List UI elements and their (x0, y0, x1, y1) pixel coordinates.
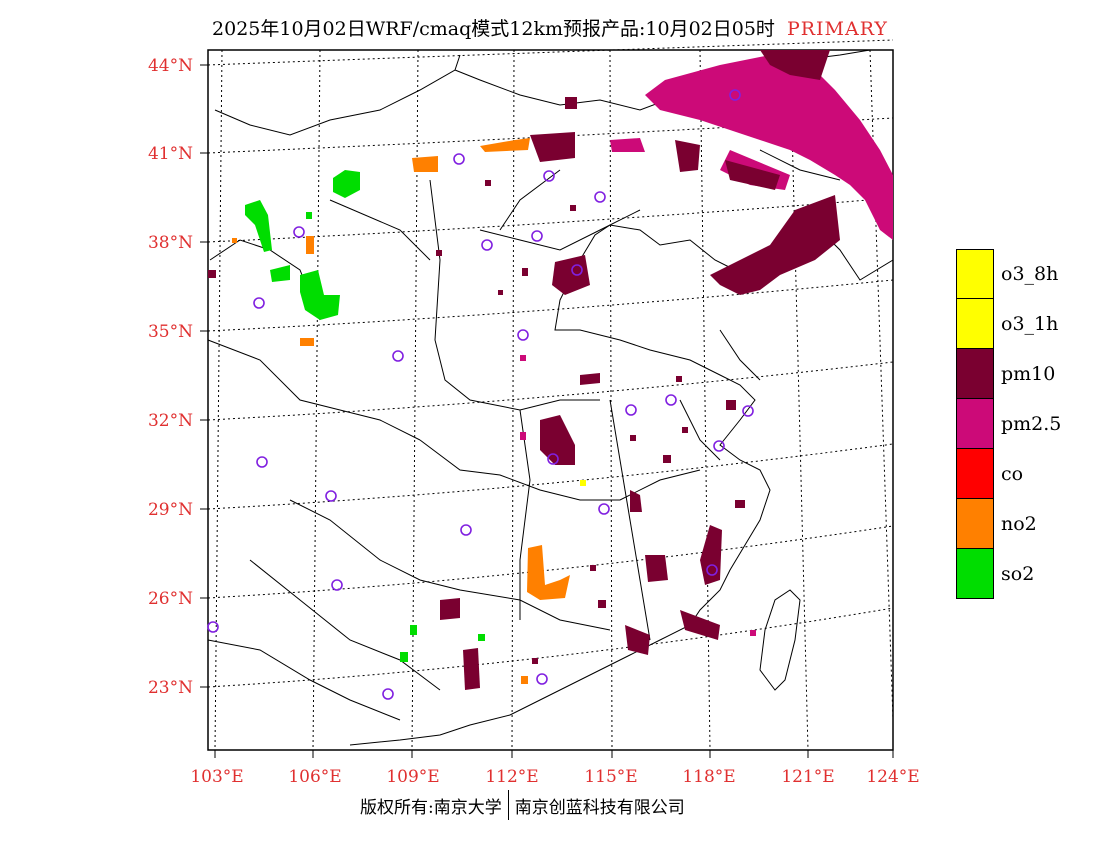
legend-item-no2: no2 (956, 499, 1061, 549)
lat-label-38: 38°N (148, 233, 193, 253)
pollution-cells (208, 50, 893, 690)
legend-label: o3_8h (1001, 263, 1059, 285)
legend-label: no2 (1001, 513, 1037, 535)
lon-label-109: 109°E (386, 767, 439, 787)
lon-axis: 103°E 106°E 109°E 112°E 115°E 118°E 121°… (190, 750, 920, 787)
lon-label-121: 121°E (781, 767, 834, 787)
legend-swatch (956, 549, 994, 599)
legend-swatch (956, 299, 994, 349)
copyright-left: 版权所有:南京大学 (360, 797, 502, 818)
title-tag-primary: PRIMARY (786, 18, 888, 40)
lon-label-106: 106°E (288, 767, 341, 787)
pollutant-legend: o3_8h o3_1h pm10 pm2.5 co no2 so2 (956, 249, 1061, 599)
legend-label: pm10 (1001, 363, 1056, 385)
lat-label-44: 44°N (148, 56, 193, 76)
legend-item-pm10: pm10 (956, 349, 1061, 399)
legend-swatch (956, 449, 994, 499)
lat-label-26: 26°N (148, 589, 193, 609)
lat-label-35: 35°N (148, 322, 193, 342)
copyright-right: 南京创蓝科技有限公司 (514, 797, 685, 818)
legend-item-o3-1h: o3_1h (956, 299, 1061, 349)
legend-swatch (956, 249, 994, 299)
legend-item-so2: so2 (956, 549, 1061, 599)
legend-label: pm2.5 (1001, 413, 1062, 435)
legend-swatch (956, 349, 994, 399)
copyright-footer: 版权所有:南京大学 南京创蓝科技有限公司 (360, 790, 685, 820)
title-text: 2025年10月02日WRF/cmaq模式12km预报产品:10月02日05时 (212, 18, 775, 40)
legend-swatch (956, 399, 994, 449)
footer-divider (507, 790, 509, 820)
legend-item-o3-8h: o3_8h (956, 249, 1061, 299)
legend-item-pm2-5: pm2.5 (956, 399, 1061, 449)
station-markers (207, 89, 754, 700)
lat-label-23: 23°N (148, 678, 193, 698)
lon-label-124: 124°E (866, 767, 919, 787)
lat-label-41: 41°N (148, 144, 193, 164)
legend-label: so2 (1001, 563, 1035, 585)
legend-label: co (1001, 463, 1024, 485)
legend-label: o3_1h (1001, 313, 1059, 335)
lat-axis: 44°N 41°N 38°N 35°N 32°N 29°N 26°N 23°N (148, 56, 208, 698)
lon-label-103: 103°E (190, 767, 243, 787)
lon-label-112: 112°E (485, 767, 538, 787)
map-frame (207, 49, 894, 751)
lat-label-29: 29°N (148, 500, 193, 520)
lon-label-118: 118°E (682, 767, 735, 787)
lat-label-32: 32°N (148, 411, 193, 431)
lon-label-115: 115°E (584, 767, 637, 787)
legend-swatch (956, 499, 994, 549)
map-title: 2025年10月02日WRF/cmaq模式12km预报产品:10月02日05时 P… (0, 14, 1100, 41)
legend-item-co: co (956, 449, 1061, 499)
